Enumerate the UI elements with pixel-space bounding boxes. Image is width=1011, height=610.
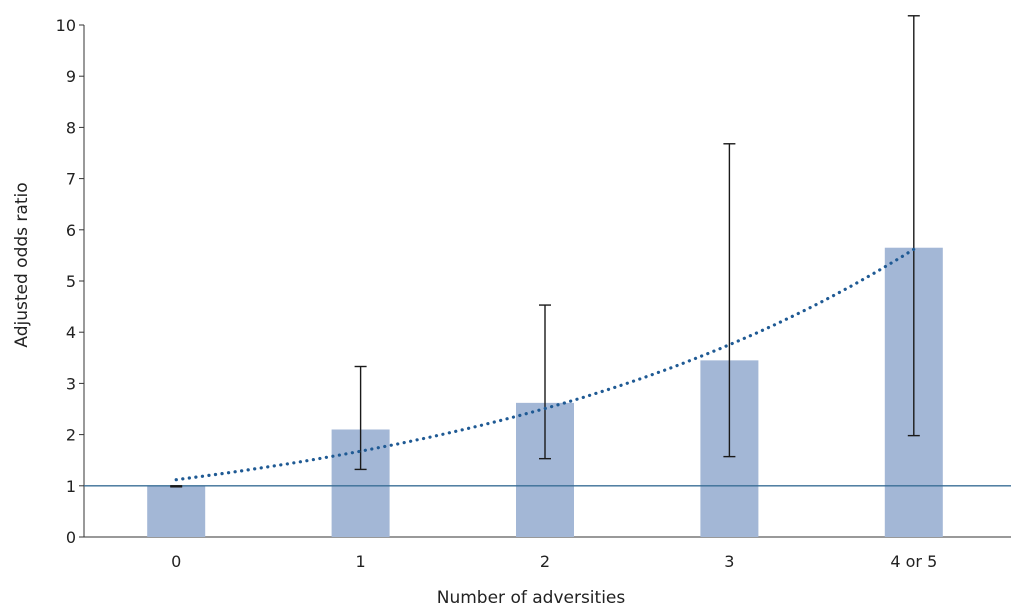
x-tick-label: 2	[540, 552, 550, 571]
x-tick-label: 1	[356, 552, 366, 571]
y-tick-label: 8	[66, 118, 76, 137]
x-tick-label: 3	[724, 552, 734, 571]
y-tick-label: 1	[66, 477, 76, 496]
y-tick-label: 7	[66, 170, 76, 189]
x-tick-label: 0	[171, 552, 181, 571]
bar	[147, 485, 206, 537]
y-tick-label: 3	[66, 374, 76, 393]
y-tick-label: 9	[66, 67, 76, 86]
trendline-group	[174, 247, 916, 482]
y-axis-title: Adjusted odds ratio	[12, 182, 32, 347]
x-axis-title: Number of adversities	[437, 588, 626, 608]
y-tick-label: 2	[66, 426, 76, 445]
y-tick-label: 10	[56, 16, 76, 35]
y-tick-label: 6	[66, 221, 76, 240]
x-tick-label: 4 or 5	[890, 552, 937, 571]
y-axis: 0 1 2 3 4 5 6 7 8 9 10	[56, 16, 85, 547]
x-axis: 0 1 2 3 4 or 5	[84, 536, 1011, 571]
y-tick-label: 0	[66, 528, 76, 547]
y-tick-label: 4	[66, 323, 76, 342]
y-tick-label: 5	[66, 272, 76, 291]
trendline	[174, 247, 916, 482]
error-bars	[170, 15, 920, 488]
